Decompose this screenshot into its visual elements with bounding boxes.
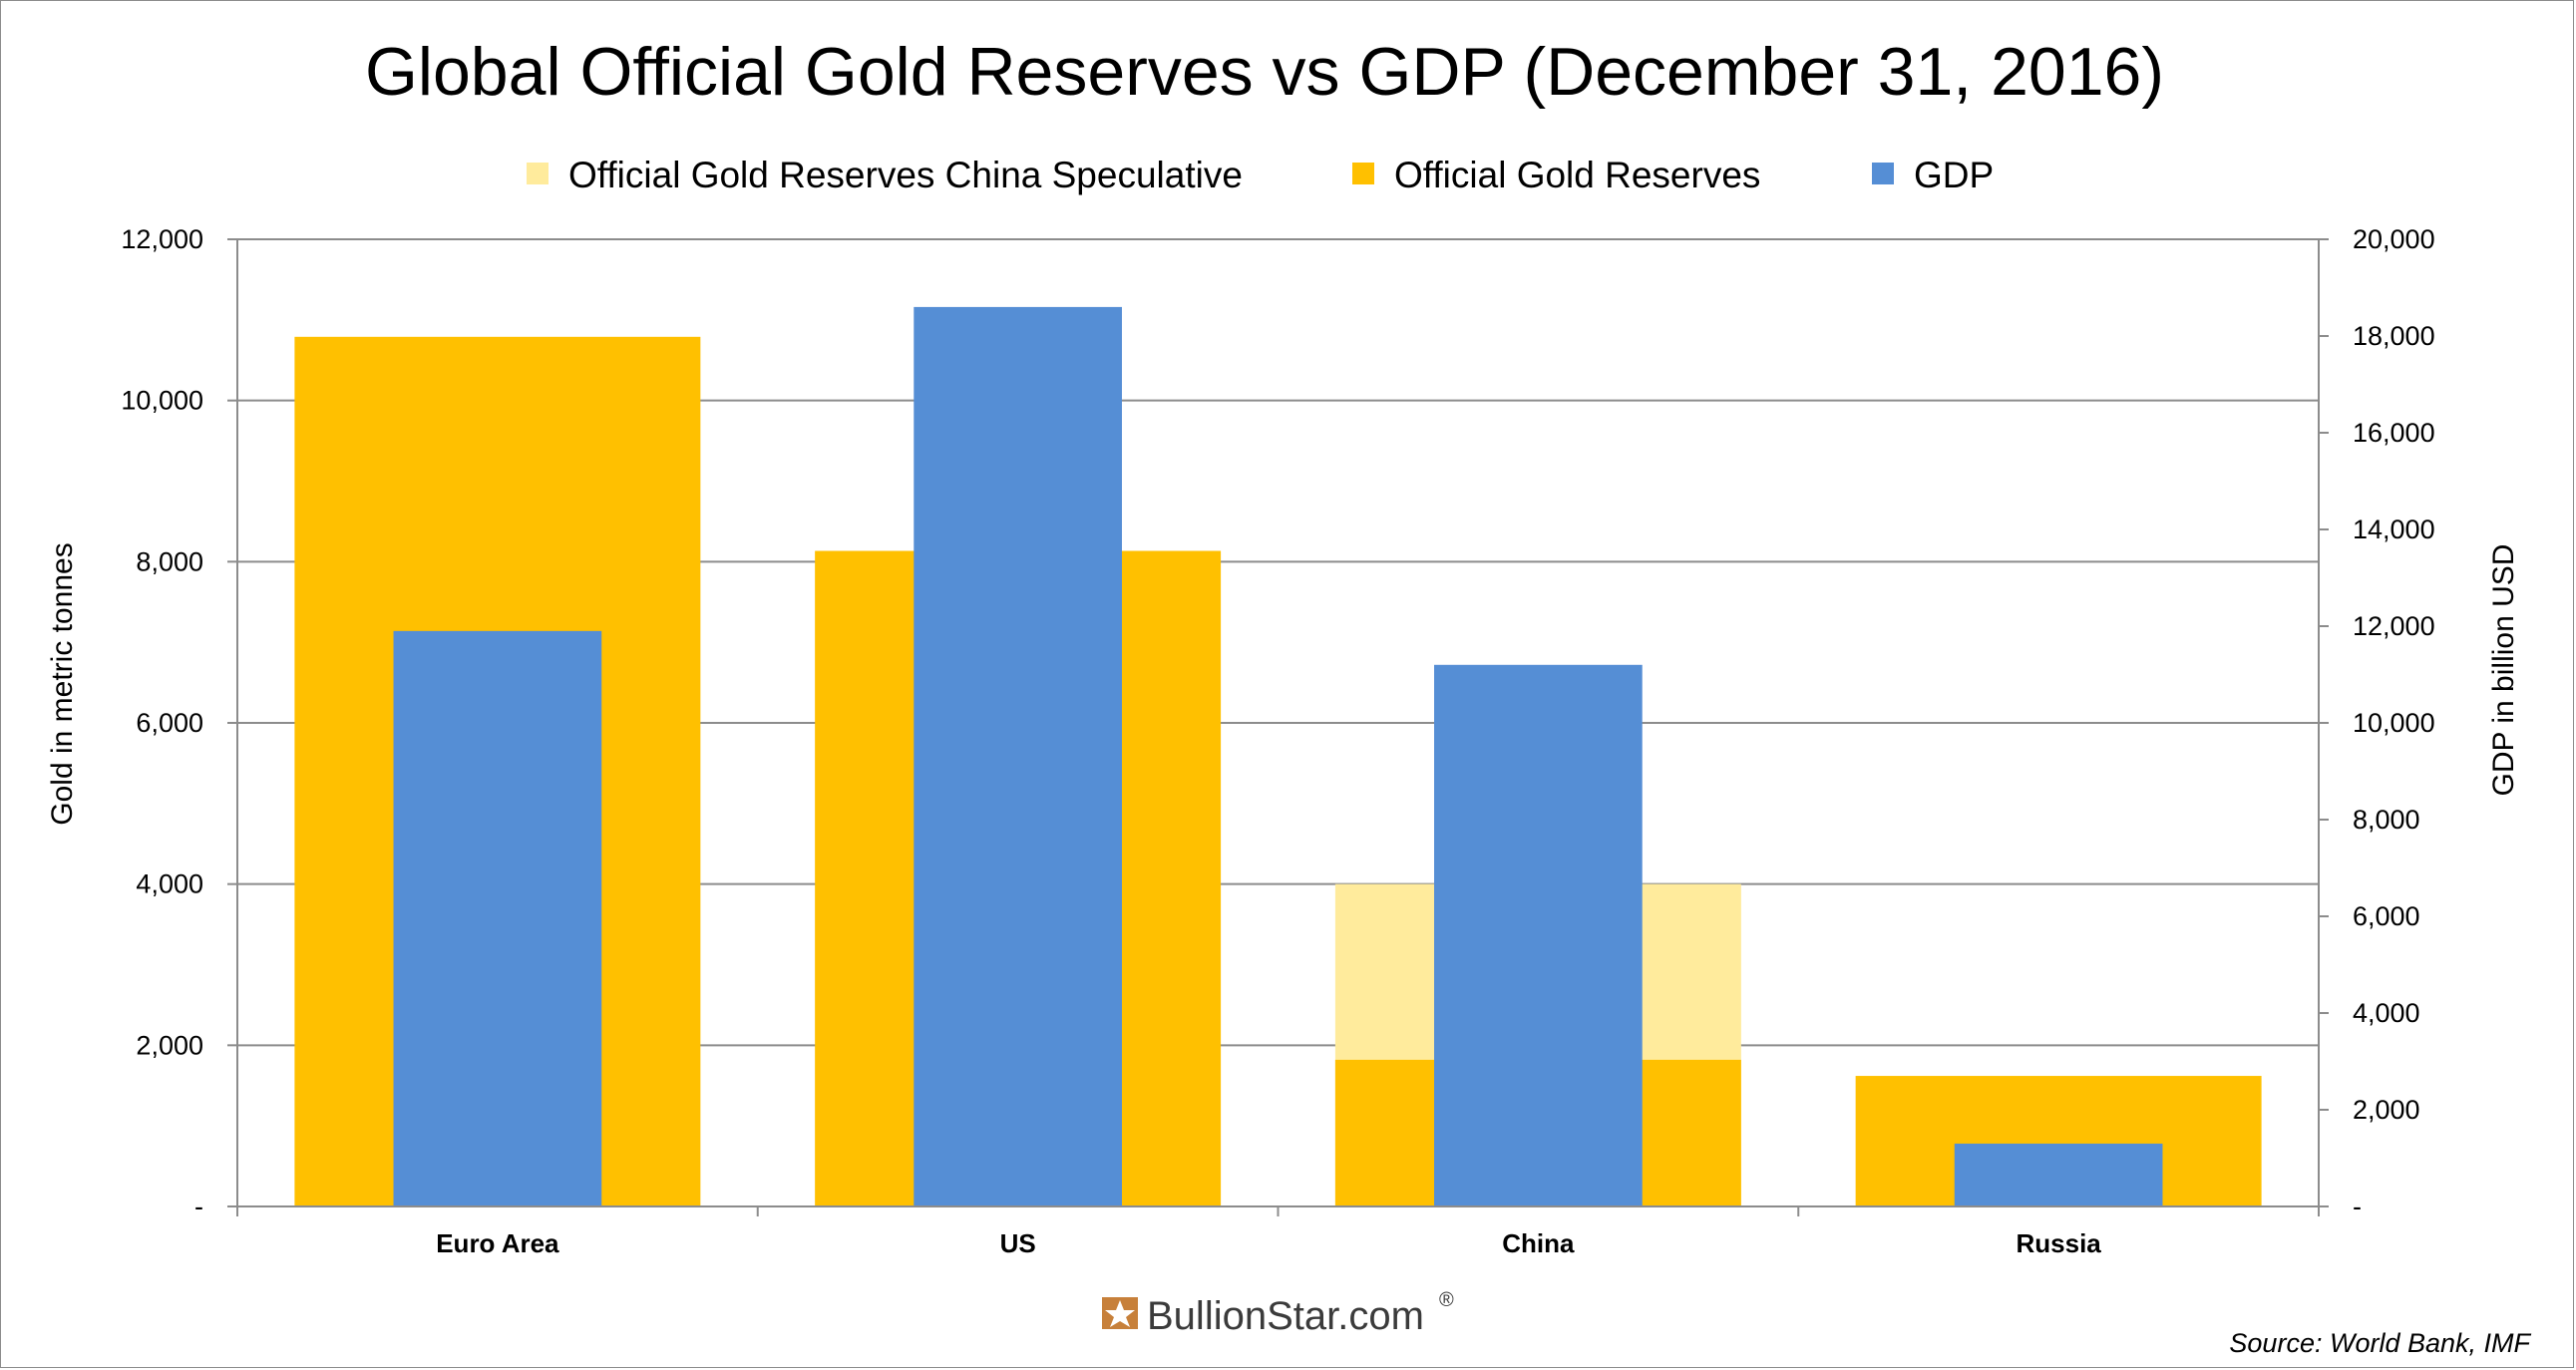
- y2-tick-label: 12,000: [2353, 611, 2435, 641]
- axes: [227, 238, 2329, 1216]
- y-tick-label: 6,000: [136, 708, 203, 738]
- category-label: China: [1502, 1228, 1575, 1258]
- chart-title: Global Official Gold Reserves vs GDP (De…: [365, 34, 2164, 110]
- bullionstar-logo-mark: [1102, 1297, 1138, 1329]
- y2-tick-label: 4,000: [2353, 998, 2420, 1028]
- y2-tick-label: 14,000: [2353, 514, 2435, 544]
- y2-tick-label: 8,000: [2353, 805, 2420, 835]
- legend-swatch-speculative: [527, 163, 549, 184]
- bullionstar-logo: BullionStar.com ®: [1102, 1289, 1454, 1338]
- y-tick-label: 2,000: [136, 1030, 203, 1060]
- bar-gdp-china: [1434, 664, 1643, 1206]
- y-tick-label: -: [194, 1192, 203, 1221]
- logo-text: BullionStar.com: [1147, 1294, 1424, 1338]
- legend-label-gold: Official Gold Reserves: [1394, 155, 1760, 195]
- bar-gdp-russia: [1954, 1143, 2163, 1206]
- y2-tick-label: 20,000: [2353, 224, 2435, 254]
- y2-tick-label: -: [2353, 1192, 2362, 1221]
- y-axis-ticks: - 2,000 4,000 6,000 8,000 10,000 12,000: [121, 224, 203, 1221]
- legend-label-gdp: GDP: [1914, 155, 1994, 195]
- legend: Official Gold Reserves China Speculative…: [527, 155, 1994, 195]
- y-tick-label: 12,000: [121, 224, 203, 254]
- bars: [294, 306, 2262, 1206]
- y2-tick-label: 18,000: [2353, 321, 2435, 351]
- y2-tick-label: 10,000: [2353, 708, 2435, 738]
- y2-tick-label: 16,000: [2353, 418, 2435, 448]
- source-note: Source: World Bank, IMF: [2229, 1328, 2531, 1358]
- y2-tick-label: 6,000: [2353, 901, 2420, 931]
- legend-swatch-gdp: [1872, 163, 1894, 184]
- logo-registered-mark: ®: [1439, 1289, 1454, 1311]
- category-label: US: [1000, 1228, 1036, 1258]
- y-tick-label: 4,000: [136, 869, 203, 899]
- bar-gdp-euro-area: [393, 630, 602, 1206]
- legend-swatch-gold: [1352, 163, 1374, 184]
- y-tick-label: 8,000: [136, 546, 203, 576]
- y2-axis-label: GDP in billion USD: [2487, 544, 2520, 797]
- category-label: Euro Area: [436, 1228, 559, 1258]
- y2-axis-ticks: - 2,000 4,000 6,000 8,000 10,000 12,000 14,000 1…: [2353, 224, 2435, 1221]
- category-label: Russia: [2016, 1228, 2101, 1258]
- legend-label-speculative: Official Gold Reserves China Speculative: [568, 155, 1243, 195]
- y2-tick-label: 2,000: [2353, 1095, 2420, 1125]
- y-tick-label: 10,000: [121, 386, 203, 416]
- y-axis-label: Gold in metric tonnes: [46, 542, 79, 825]
- bar-gdp-us: [914, 306, 1122, 1206]
- category-labels: Euro Area US China Russia: [436, 1228, 2101, 1258]
